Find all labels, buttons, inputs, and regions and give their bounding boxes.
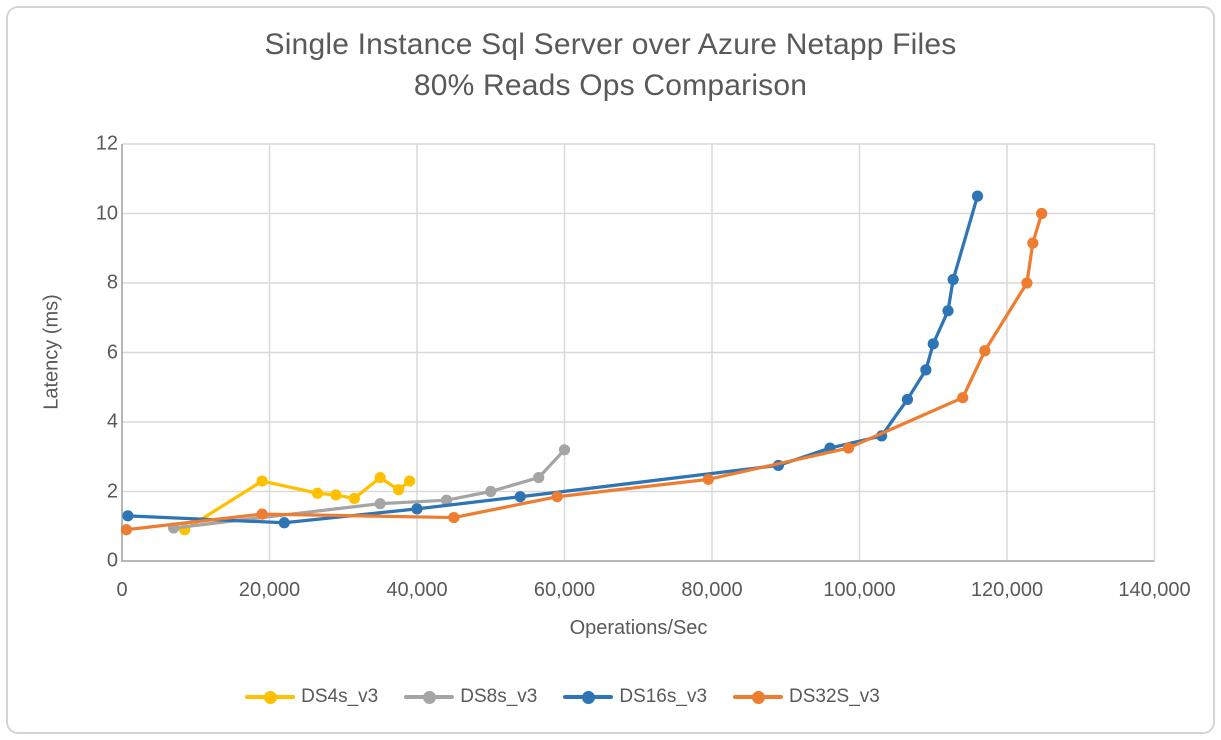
legend-item-ds8s_v3: DS8s_v3 bbox=[404, 686, 537, 708]
data-point-DS16s_v3 bbox=[920, 364, 932, 376]
x-tick-label: 140,000 bbox=[1118, 579, 1191, 601]
data-point-DS8s_v3 bbox=[440, 494, 453, 506]
legend-item-label: DS4s_v3 bbox=[301, 686, 379, 707]
data-point-DS4s_v3 bbox=[374, 472, 386, 484]
data-point-DS32S_v3 bbox=[702, 473, 714, 485]
data-point-DS16s_v3 bbox=[278, 517, 290, 529]
legend-item-ds16s_v3: DS16s_v3 bbox=[563, 686, 707, 708]
data-point-DS16s_v3 bbox=[514, 491, 526, 503]
x-tick-label: 100,000 bbox=[823, 579, 896, 601]
data-point-DS16s_v3 bbox=[942, 305, 954, 317]
data-point-DS16s_v3 bbox=[971, 190, 984, 202]
legend: DS4s_v3 DS8s_v3 DS16s_v3 DS32S_v3 bbox=[0, 686, 1221, 708]
data-point-DS8s_v3 bbox=[533, 472, 545, 484]
data-point-DS16s_v3 bbox=[927, 338, 939, 350]
data-point-DS16s_v3 bbox=[947, 273, 959, 286]
y-tick-label: 0 bbox=[106, 549, 118, 572]
data-point-DS32S_v3 bbox=[979, 345, 991, 357]
legend-item-ds32s_v3: DS32S_v3 bbox=[733, 686, 880, 708]
data-point-DS16s_v3 bbox=[901, 393, 914, 406]
data-point-DS16s_v3 bbox=[122, 510, 134, 522]
y-tick-label: 2 bbox=[106, 480, 118, 502]
data-point-DS32S_v3 bbox=[1027, 237, 1039, 249]
data-point-DS4s_v3 bbox=[404, 475, 416, 487]
legend-item-ds4s_v3: DS4s_v3 bbox=[245, 686, 378, 708]
legend-item-label: DS16s_v3 bbox=[619, 686, 708, 707]
x-axis-title: Operations/Sec bbox=[569, 617, 708, 639]
data-point-DS16s_v3 bbox=[411, 503, 423, 515]
series-line-DS16s_v3 bbox=[126, 194, 980, 525]
data-point-DS4s_v3 bbox=[256, 475, 268, 487]
data-point-DS4s_v3 bbox=[311, 487, 324, 499]
x-tick-label: 80,000 bbox=[681, 579, 743, 601]
legend-line-marker-icon bbox=[245, 690, 296, 704]
y-tick-label: 8 bbox=[106, 271, 118, 294]
chart-title-line-2: 80% Reads Ops Comparison bbox=[413, 69, 808, 102]
data-point-DS8s_v3 bbox=[485, 485, 497, 498]
data-point-DS32S_v3 bbox=[551, 491, 563, 503]
data-point-DS32S_v3 bbox=[957, 392, 969, 404]
data-point-DS4s_v3 bbox=[392, 484, 405, 496]
data-point-DS4s_v3 bbox=[330, 489, 342, 501]
data-point-DS32S_v3 bbox=[1036, 207, 1048, 220]
x-tick-label: 40,000 bbox=[386, 579, 448, 601]
x-tick-label: 120,000 bbox=[970, 579, 1044, 601]
x-tick-label: 0 bbox=[116, 579, 128, 601]
data-point-DS32S_v3 bbox=[448, 511, 460, 524]
data-point-DS32S_v3 bbox=[256, 508, 268, 520]
data-point-DS32S_v3 bbox=[120, 524, 133, 536]
data-point-DS4s_v3 bbox=[348, 492, 360, 505]
data-point-DS8s_v3 bbox=[558, 444, 571, 456]
x-tick-label: 20,000 bbox=[238, 579, 301, 601]
legend-line-marker-icon bbox=[563, 690, 614, 704]
legend-line-marker-icon bbox=[733, 690, 784, 704]
chart-title: Single Instance Sql Server over Azure Ne… bbox=[0, 24, 1221, 106]
data-point-DS32S_v3 bbox=[1021, 277, 1033, 289]
chart-title-line-1: Single Instance Sql Server over Azure Ne… bbox=[264, 28, 957, 61]
legend-item-label: DS32S_v3 bbox=[789, 686, 880, 707]
x-tick-label: 60,000 bbox=[533, 579, 596, 601]
chart-border bbox=[6, 6, 1215, 734]
data-point-DS8s_v3 bbox=[374, 498, 386, 510]
series-line-DS8s_v3 bbox=[172, 448, 567, 530]
y-axis-title: Latency (ms) bbox=[40, 294, 63, 410]
legend-line-marker-icon bbox=[404, 690, 455, 704]
y-tick-label: 4 bbox=[106, 410, 118, 433]
y-tick-label: 6 bbox=[106, 341, 118, 363]
data-point-DS32S_v3 bbox=[842, 442, 855, 454]
y-tick-label: 10 bbox=[95, 202, 118, 224]
legend-item-label: DS8s_v3 bbox=[460, 686, 538, 707]
y-tick-label: 12 bbox=[95, 132, 118, 155]
